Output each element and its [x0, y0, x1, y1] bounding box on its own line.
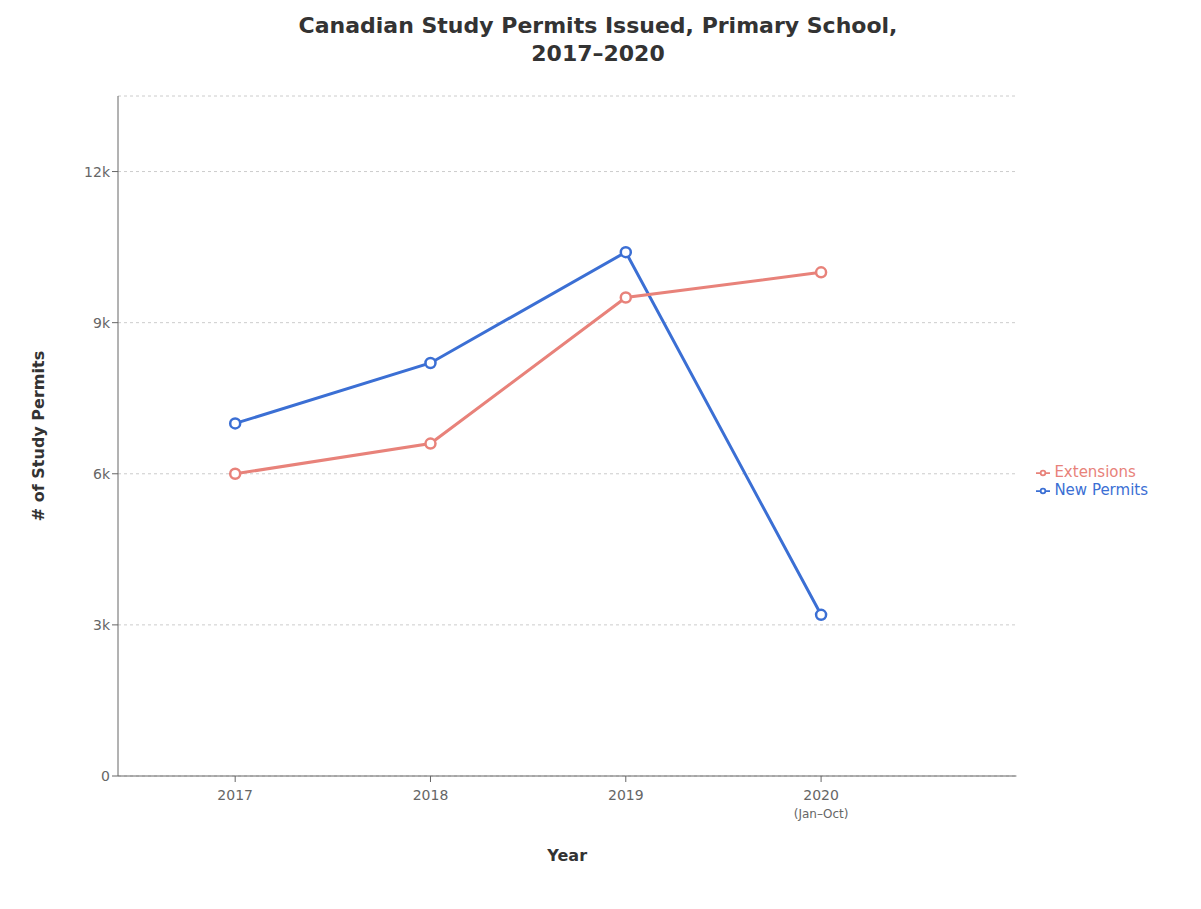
svg-text:9k: 9k: [93, 315, 111, 331]
svg-text:3k: 3k: [93, 617, 111, 633]
svg-text:2017: 2017: [217, 787, 253, 803]
html-text:Extensions: Extensions: [1054, 463, 1136, 481]
svg-text:2020: 2020: [803, 787, 839, 803]
svg-text:Year: Year: [546, 846, 587, 865]
svg-text:# of Study Permits: # of Study Permits: [29, 351, 48, 521]
html-text:New Permits: New Permits: [1054, 481, 1148, 499]
svg-text:2019: 2019: [608, 787, 644, 803]
svg-text:0: 0: [101, 768, 110, 784]
svg-text:(Jan–Oct): (Jan–Oct): [794, 807, 849, 821]
svg-text:6k: 6k: [93, 466, 111, 482]
html-text:Canadian Study Permits Issued,: Canadian Study Permits Issued, Primary S…: [298, 13, 898, 66]
svg-text:12k: 12k: [84, 164, 111, 180]
svg-text:2018: 2018: [413, 787, 449, 803]
